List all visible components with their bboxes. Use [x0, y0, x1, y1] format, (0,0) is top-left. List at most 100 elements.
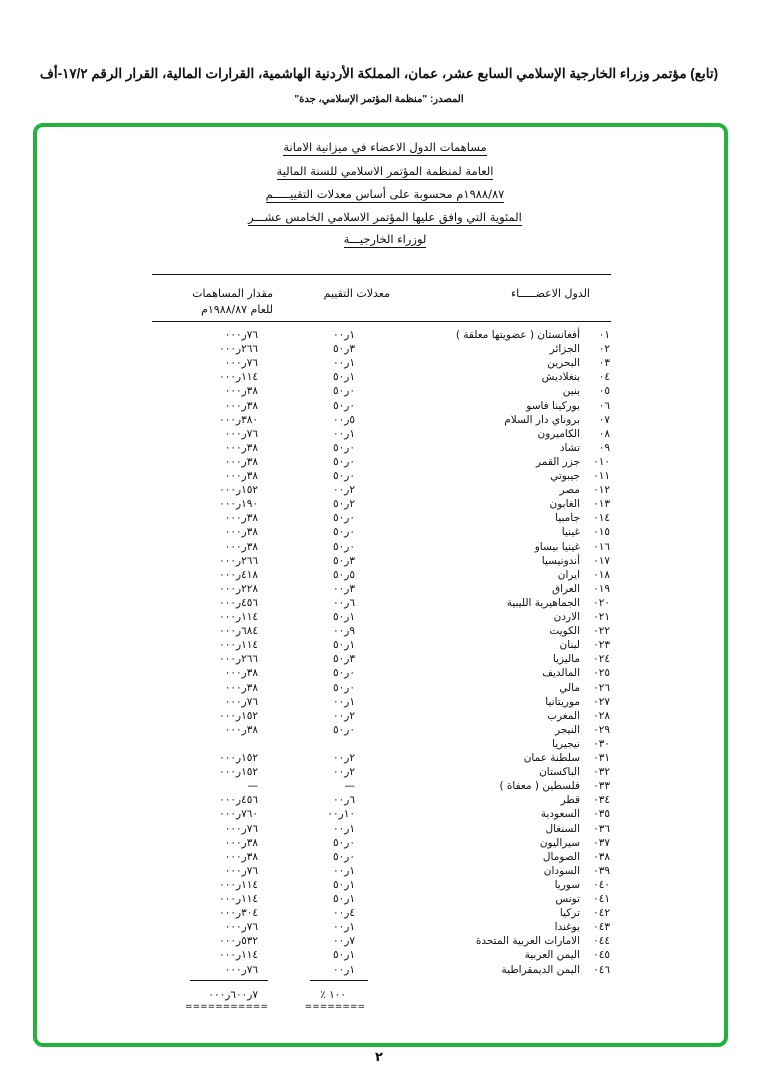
- row-number: ٠٢٢: [593, 625, 610, 638]
- assessment-rate: ١ر٠٠: [333, 329, 355, 341]
- table-row: ٠٣٦ السنغال ١ر٠٠ ٧٦ر٠٠٠: [0, 823, 758, 837]
- contribution-amount: ٢٦٦ر٠٠٠: [219, 343, 258, 356]
- table-row: ٠٢٦ مالي ٠ر٥٠ ٣٨ر٠٠٠: [0, 682, 758, 696]
- member-state-name: الاردن: [553, 611, 580, 623]
- row-number: ٠٢٩: [593, 723, 610, 736]
- assessment-rate: ١ر٠٠: [333, 864, 355, 877]
- table-row: ٠٢٩ النيجر ٠ر٥٠ ٣٨ر٠٠٠: [0, 724, 758, 738]
- contribution-amount: ٧٦ر٠٠٠: [224, 427, 258, 440]
- table-row: ٠٢٠ الجماهيرية الليبية ٦ر٠٠ ٤٥٦ر٠٠٠: [0, 597, 758, 611]
- rate-sum-rule: [310, 980, 368, 981]
- table-row: ٠٤ بنغلاديش ١ر٥٠ ١١٤ر٠٠٠: [0, 371, 758, 385]
- assessment-rate: ٠ر٥٠: [333, 540, 355, 553]
- row-number: ٠١٧: [593, 554, 610, 567]
- row-number: ٠٣٦: [593, 822, 610, 835]
- table-row: ٠٤٤ الامارات العربية المتحدة ٧ر٠٠ ٥٣٢ر٠٠٠: [0, 935, 758, 949]
- member-state-name: اليمن الديمقراطية: [501, 963, 580, 976]
- row-number: ٠٤: [598, 371, 610, 384]
- row-number: ٠٤٦: [593, 963, 610, 976]
- assessment-rate: ٠ر٥٠: [333, 723, 355, 736]
- table-row: ٠٢٢ الكويت ٩ر٠٠ ٦٨٤ر٠٠٠: [0, 625, 758, 639]
- table-row: ٠٤٢ تركيا ٤ر٠٠ ٣٠٤ر٠٠٠: [0, 907, 758, 921]
- assessment-rate: ٠ر٥٠: [333, 850, 355, 863]
- contribution-amount: ٢٦٦ر٠٠٠: [219, 653, 258, 666]
- member-state-name: البحرين: [547, 357, 580, 370]
- doc-title-line: لوزراء الخارجيـــة: [343, 232, 427, 248]
- contribution-amount: ٧٦ر٠٠٠: [224, 329, 258, 341]
- row-number: ٠٣٨: [593, 850, 610, 863]
- total-rate: ٪ ١٠٠: [320, 989, 346, 1001]
- contribution-amount: ٢٢٨ر٠٠٠: [219, 582, 258, 595]
- contribution-amount: ١٥٢ر٠٠٠: [219, 752, 258, 764]
- assessment-rate: ٠ر٥٠: [333, 512, 355, 525]
- row-number: ٠٢٠: [593, 596, 610, 609]
- row-number: ٠٢١: [593, 611, 610, 623]
- member-state-name: تونس: [555, 893, 580, 905]
- assessment-rate: ١ر٥٠: [333, 371, 355, 384]
- member-state-name: جزر القمر: [536, 455, 580, 468]
- contribution-amount: ٣٠٤ر٠٠٠: [219, 907, 258, 920]
- member-state-name: الكاميرون: [537, 427, 580, 440]
- contribution-amount: —: [247, 780, 259, 793]
- table-row: ٠٩ تشاد ٠ر٥٠ ٣٨ر٠٠٠: [0, 442, 758, 456]
- document-header-title: (تابع) مؤتمر وزراء الخارجية الإسلامي الس…: [39, 66, 719, 81]
- row-number: ٠١٩: [593, 582, 610, 595]
- member-state-name: السودان: [543, 864, 580, 877]
- row-number: ٠١٦: [593, 540, 610, 553]
- row-number: ٠١: [598, 329, 610, 341]
- member-state-name: أفغانستان ( عضويتها معلقة ): [455, 329, 580, 341]
- table-row: ٠٣٢ الباكستان ٢ر٠٠ ١٥٢ر٠٠٠: [0, 766, 758, 780]
- contribution-amount: ٦٨٤ر٠٠٠: [219, 625, 258, 638]
- contribution-amount: ٣٨ر٠٠٠: [224, 399, 258, 412]
- table-row: ٠٥ بنين ٠ر٥٠ ٣٨ر٠٠٠: [0, 385, 758, 399]
- table-row: ٠١٩ العراق ٣ر٠٠ ٢٢٨ر٠٠٠: [0, 583, 758, 597]
- contribution-amount: ٣٨ر٠٠٠: [224, 470, 258, 482]
- member-state-name: الصومال: [542, 850, 580, 863]
- table-row: ٠١١ جيبوتي ٠ر٥٠ ٣٨ر٠٠٠: [0, 470, 758, 484]
- table-header-rule: [152, 321, 611, 322]
- table-row: ٠٦ بوركينا فاسو ٠ر٥٠ ٣٨ر٠٠٠: [0, 400, 758, 414]
- row-number: ٠١٨: [593, 568, 610, 581]
- contribution-amount: ٤٥٦ر٠٠٠: [219, 596, 258, 609]
- column-header-amount: مقدار المساهمات: [192, 287, 273, 300]
- assessment-rate: ٠ر٥٠: [333, 441, 355, 454]
- assessment-rate: ٣ر٥٠: [333, 653, 355, 666]
- contribution-amount: ٧٦ر٠٠٠: [224, 921, 258, 934]
- row-number: ٠٤٢: [593, 907, 610, 920]
- member-state-name: ماليزيا: [552, 653, 580, 666]
- table-row: ٠٣ البحرين ١ر٠٠ ٧٦ر٠٠٠: [0, 357, 758, 371]
- member-state-name: السعودية: [540, 808, 580, 821]
- contribution-amount: ٧٦٠ر٠٠٠: [219, 808, 258, 821]
- contribution-amount: ١٥٢ر٠٠٠: [219, 709, 258, 722]
- doc-title-line: العامة لمنظمة المؤتمر الاسلامي للسنة الم…: [276, 164, 494, 180]
- row-number: ٠٧: [598, 413, 610, 426]
- member-state-name: يوغندا: [554, 921, 580, 934]
- contribution-amount: ١١٤ر٠٠٠: [219, 949, 258, 962]
- assessment-rate: ٢ر٠٠: [333, 484, 355, 497]
- row-number: ٠٤٣: [593, 921, 610, 934]
- table-row: ٠٤٦ اليمن الديمقراطية ١ر٠٠ ٧٦ر٠٠٠: [0, 964, 758, 978]
- row-number: ٠٢٧: [593, 695, 610, 708]
- member-state-name: تشاد: [559, 441, 580, 454]
- table-row: ٠٢١ الاردن ١ر٥٠ ١١٤ر٠٠٠: [0, 611, 758, 625]
- total-rate-double-rule: ========: [304, 1002, 365, 1012]
- doc-title-line: مساهمات الدول الاعضاء في ميزانية الامانة: [283, 140, 487, 156]
- table-row: ٠٢٨ المغرب ٢ر٠٠ ١٥٢ر٠٠٠: [0, 710, 758, 724]
- member-state-name: جيبوتي: [550, 470, 580, 482]
- table-row: ٠٢ الجزائر ٣ر٥٠ ٢٦٦ر٠٠٠: [0, 343, 758, 357]
- table-row: ٠١٦ غينيا بيساو ٠ر٥٠ ٣٨ر٠٠٠: [0, 541, 758, 555]
- assessment-rate: ٢ر٠٠: [333, 752, 355, 764]
- column-header-amount-year: للعام ١٩٨٨/٨٧م: [201, 303, 273, 316]
- contribution-amount: ٥٣٢ر٠٠٠: [219, 935, 258, 948]
- row-number: ٠٤٠: [593, 878, 610, 891]
- row-number: ٠٣٥: [593, 808, 610, 821]
- contribution-amount: ٣٨ر٠٠٠: [224, 540, 258, 553]
- member-state-name: بوركينا فاسو: [526, 399, 580, 412]
- contribution-amount: ٣٨ر٠٠٠: [224, 850, 258, 863]
- assessment-rate: ٤ر٠٠: [333, 907, 355, 920]
- row-number: ٠٩: [598, 441, 610, 454]
- row-number: ٠٢٨: [593, 709, 610, 722]
- row-number: ٠٨: [598, 427, 610, 440]
- contribution-amount: ٣٨ر٠٠٠: [224, 526, 258, 539]
- row-number: ٠٤٤: [593, 935, 610, 948]
